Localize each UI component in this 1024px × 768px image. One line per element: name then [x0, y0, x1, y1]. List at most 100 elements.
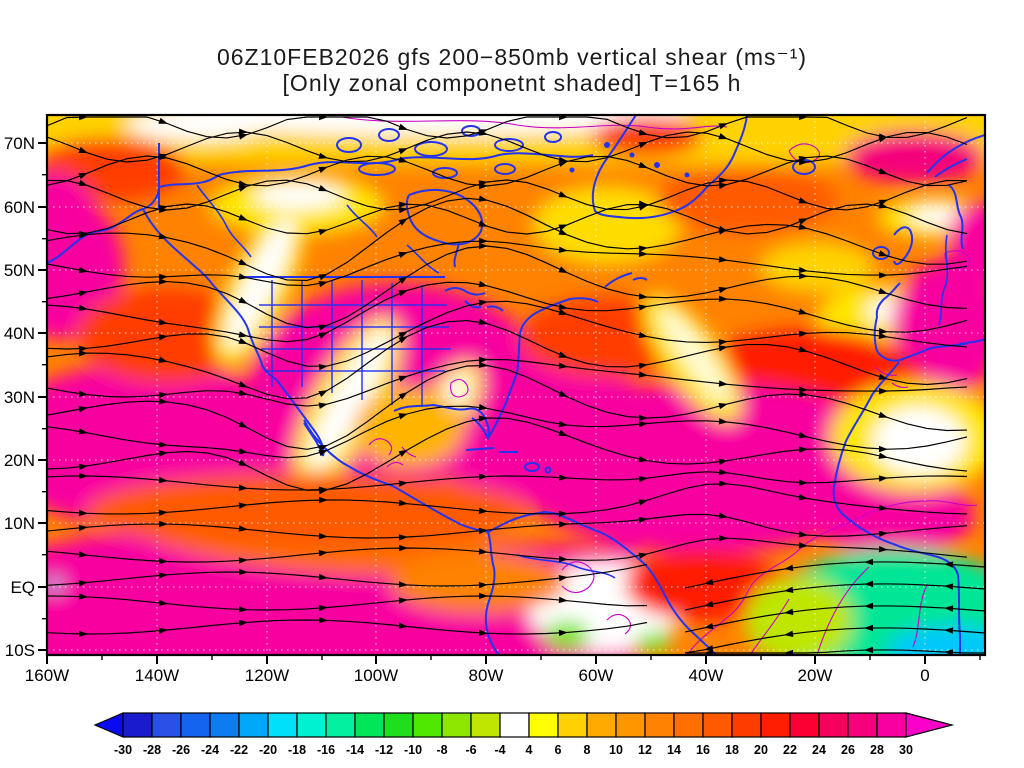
- streamline-arrowhead: [238, 180, 248, 187]
- streamline: [47, 240, 968, 287]
- streamline-arrowhead: [158, 509, 168, 517]
- streamline-arrowhead: [798, 223, 808, 230]
- streamline: [47, 563, 648, 587]
- streamline-arrowhead: [798, 479, 808, 486]
- streamline-arrowhead: [318, 486, 328, 493]
- streamline-arrowhead: [944, 583, 954, 590]
- streamline-arrowhead: [478, 129, 488, 136]
- shaded-shear-field: [47, 115, 985, 655]
- streamline-arrowhead: [238, 296, 248, 304]
- streamline-arrowhead: [238, 421, 248, 429]
- streamline-arrowhead: [158, 153, 168, 160]
- streamline-arrowhead: [318, 549, 328, 557]
- streamline-arrowhead: [558, 429, 568, 436]
- streamline: [47, 197, 968, 281]
- puerto-rico: [544, 466, 552, 474]
- lon-tick-label: 0: [920, 666, 929, 685]
- streamline-arrowhead: [158, 627, 168, 634]
- streamline-arrowhead: [798, 386, 808, 393]
- streamline-arrowhead: [318, 273, 328, 281]
- streamline-arrowhead: [318, 166, 328, 173]
- streamline: [47, 595, 648, 611]
- streamline-arrowhead: [398, 276, 408, 284]
- streamline-arrowhead: [798, 330, 808, 338]
- streamline-arrowhead: [158, 233, 168, 240]
- streamline-arrowhead: [319, 115, 328, 121]
- streamline-arrowhead: [798, 493, 808, 501]
- streamline-arrowhead: [704, 645, 714, 652]
- streamline-arrowhead: [398, 581, 408, 588]
- streamline-arrowhead: [638, 331, 648, 339]
- streamline-arrowhead: [318, 573, 328, 581]
- streamline-arrowhead: [718, 123, 728, 130]
- streamline-arrowhead: [864, 646, 874, 654]
- lon-tick-label: 80W: [469, 666, 504, 685]
- streamline-arrowhead: [158, 398, 168, 405]
- colorbar-label: -20: [259, 743, 277, 757]
- streamline-arrowhead: [478, 318, 488, 325]
- streamline-arrowhead: [638, 499, 648, 506]
- colorbar-label: -30: [114, 743, 132, 757]
- streamline-arrowhead: [638, 250, 648, 258]
- streamline-arrowhead: [718, 535, 728, 542]
- streamline-arrowhead: [78, 472, 88, 480]
- streamline: [684, 561, 985, 589]
- streamline-arrowhead: [638, 475, 648, 483]
- streamline-arrowhead: [558, 303, 568, 311]
- colorbar-cell: [209, 712, 240, 738]
- colorbar-label: 24: [812, 743, 826, 757]
- streamline-arrowhead: [478, 220, 488, 227]
- streamline-arrowhead: [318, 445, 328, 452]
- colorbar-label: 30: [899, 743, 913, 757]
- latitude-axis: 70N 60N 50N 40N 30N 20N 10N EQ 10S: [4, 134, 47, 660]
- streamline-arrowhead: [638, 414, 648, 422]
- streamline-arrowhead: [318, 228, 328, 236]
- streamline: [47, 417, 968, 491]
- colorbar-cell: [586, 712, 617, 738]
- streamline: [47, 364, 968, 450]
- streamline-arrowhead: [398, 534, 408, 541]
- streamline-arrowhead: [238, 459, 248, 467]
- streamline-arrowhead: [238, 557, 248, 564]
- streamline-arrowhead: [784, 649, 793, 655]
- streamline-arrowhead: [78, 172, 88, 180]
- streamline-arrowhead: [398, 218, 408, 226]
- streamline-arrowhead: [638, 362, 648, 370]
- streamline: [47, 513, 968, 539]
- streamline-arrowhead: [558, 474, 568, 481]
- streamline-arrowhead: [398, 480, 408, 487]
- streamline-arrowhead: [398, 375, 408, 382]
- lat-tick-label: 50N: [4, 261, 35, 280]
- colorbar-label: 14: [667, 743, 681, 757]
- streamline: [47, 116, 968, 139]
- colorbar-cell: [876, 712, 907, 738]
- streamline: [684, 627, 985, 654]
- streamline-arrowhead: [78, 290, 88, 297]
- streamline: [47, 537, 968, 563]
- colorbar-label: 4: [526, 743, 533, 757]
- streamline-arrowhead: [718, 480, 728, 487]
- colorbar-label: 8: [584, 743, 591, 757]
- streamline-arrowhead: [478, 415, 488, 422]
- streamline-arrowhead: [78, 630, 88, 638]
- streamline-arrowhead: [638, 371, 648, 378]
- lat-tick-label: 20N: [4, 451, 35, 470]
- streamline-arrowhead: [704, 649, 713, 655]
- streamline-arrowhead: [318, 363, 328, 371]
- colorbar-label: 6: [555, 743, 562, 757]
- colorbar-cell: [180, 712, 211, 738]
- streamline: [47, 619, 648, 635]
- contour-lines-magenta: [341, 116, 978, 655]
- streamline-arrowhead: [718, 182, 728, 190]
- streamline-arrowhead: [238, 448, 248, 455]
- colorbar-label: 10: [609, 743, 623, 757]
- colorbar-cell: [325, 712, 356, 738]
- title-block: 06Z10FEB2026 gfs 200−850mb vertical shea…: [0, 44, 1024, 96]
- streamline-arrowhead: [158, 318, 168, 326]
- streamline-arrowhead: [638, 516, 648, 524]
- streamline-arrowhead: [78, 509, 88, 517]
- streamline-arrowhead: [158, 334, 168, 341]
- streamline-arrowhead: [398, 290, 408, 297]
- streamline-arrowhead: [638, 304, 648, 311]
- map-frame: [45, 113, 987, 657]
